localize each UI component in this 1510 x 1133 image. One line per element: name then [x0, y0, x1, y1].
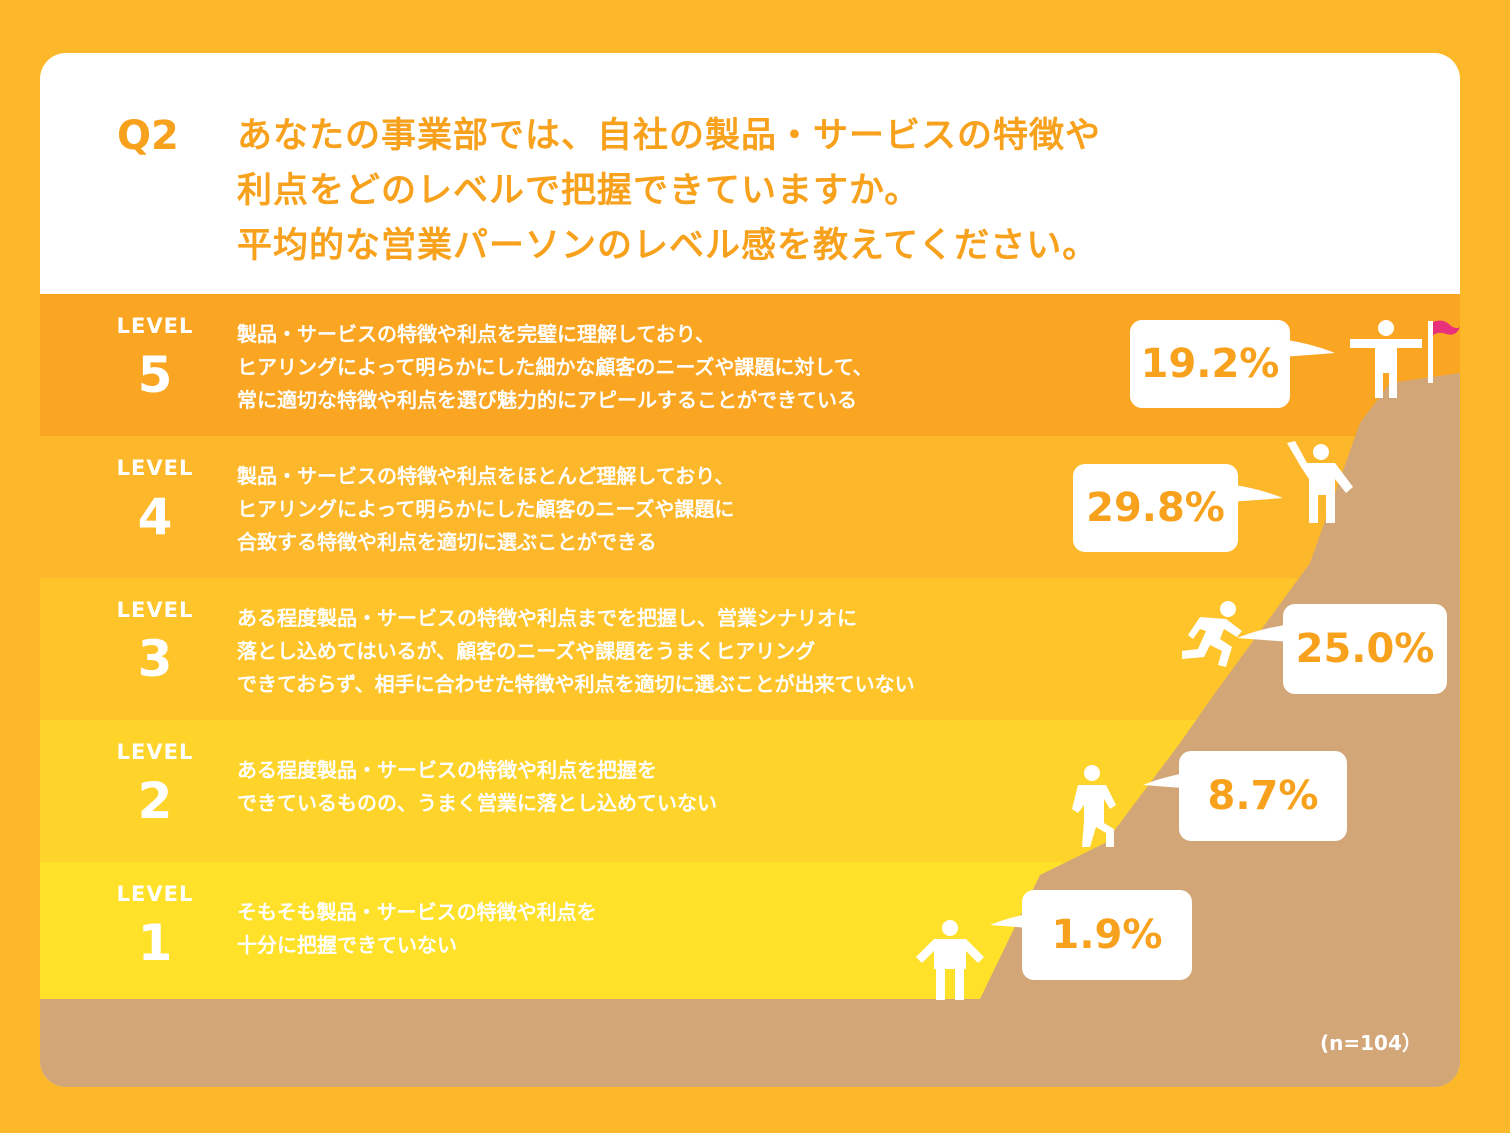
- level-label: LEVEL: [116, 456, 194, 480]
- question-text: あなたの事業部では、自社の製品・サービスの特徴や 利点をどのレベルで把握できてい…: [237, 109, 1101, 274]
- description-line: 製品・サービスの特徴や利点を完璧に理解しており、: [237, 322, 715, 346]
- description-line: 合致する特徴や利点を適切に選ぶことができる: [237, 530, 657, 554]
- description-line: そもそも製品・サービスの特徴や利点を: [237, 900, 597, 924]
- description-line: ある程度製品・サービスの特徴や利点を把握を: [237, 758, 657, 782]
- description-line: 落とし込めてはいるが、顧客のニーズや課題をうまくヒアリング: [237, 639, 816, 663]
- level-description: 製品・サービスの特徴や利点をほとんど理解しており、 ヒアリングによって明らかにし…: [237, 460, 734, 559]
- question-line: 利点をどのレベルで把握できていますか。: [237, 171, 921, 211]
- level-label: LEVEL: [116, 598, 194, 622]
- description-line: できておらず、相手に合わせた特徴や利点を適切に選ぶことが出来ていない: [237, 672, 915, 696]
- level-description: ある程度製品・サービスの特徴や利点までを把握し、営業シナリオに 落とし込めてはい…: [237, 602, 915, 701]
- level-number: 4: [137, 488, 173, 546]
- description-line: できているものの、うまく営業に落とし込めていない: [237, 791, 717, 815]
- person-running-icon: [1182, 601, 1242, 667]
- percent-value: 19.2%: [1140, 341, 1280, 387]
- ground: [40, 999, 1460, 1087]
- percent-callout-level-4: 29.8%: [1073, 464, 1238, 552]
- description-line: 十分に把握できていない: [237, 933, 457, 957]
- level-label: LEVEL: [116, 314, 194, 338]
- level-label: LEVEL: [116, 740, 194, 764]
- person-standing-icon: [916, 920, 984, 1000]
- percent-value: 8.7%: [1207, 773, 1319, 819]
- sample-size-note: (n=104）: [1320, 1031, 1422, 1055]
- percent-callout-level-5: 19.2%: [1130, 320, 1290, 408]
- infographic-card: Q2 あなたの事業部では、自社の製品・サービスの特徴や 利点をどのレベルで把握で…: [40, 53, 1460, 1087]
- question-header: Q2 あなたの事業部では、自社の製品・サービスの特徴や 利点をどのレベルで把握で…: [40, 53, 1460, 294]
- level-number: 5: [137, 346, 173, 404]
- question-number: Q2: [117, 113, 179, 159]
- percent-value: 25.0%: [1295, 626, 1435, 672]
- description-line: 常に適切な特徴や利点を選び魅力的にアピールすることができている: [237, 388, 857, 412]
- level-description: そもそも製品・サービスの特徴や利点を 十分に把握できていない: [237, 896, 597, 962]
- level-label: LEVEL: [116, 882, 194, 906]
- percent-callout-level-3: 25.0%: [1283, 604, 1447, 694]
- level-description: 製品・サービスの特徴や利点を完璧に理解しており、 ヒアリングによって明らかにした…: [237, 318, 873, 417]
- level-1-band: LEVEL 1 そもそも製品・サービスの特徴や利点を 十分に把握できていない: [40, 862, 1460, 999]
- description-line: ヒアリングによって明らかにした顧客のニーズや課題に: [237, 497, 735, 521]
- percent-callout-level-2: 8.7%: [1179, 751, 1347, 841]
- description-line: 製品・サービスの特徴や利点をほとんど理解しており、: [237, 464, 735, 488]
- question-line: 平均的な営業パーソンのレベル感を教えてください。: [237, 226, 1099, 266]
- description-line: ヒアリングによって明らかにした細かな顧客のニーズや課題に対して、: [237, 355, 873, 379]
- level-number: 3: [137, 630, 173, 688]
- person-climbing-icon: [1072, 765, 1116, 847]
- level-number: 1: [137, 914, 173, 972]
- percent-value: 1.9%: [1051, 912, 1163, 958]
- person-waving-icon: [1287, 441, 1353, 523]
- level-number: 2: [137, 772, 173, 830]
- person-with-flag-icon: [1350, 320, 1460, 398]
- callout-tail: [1228, 484, 1283, 502]
- level-description: ある程度製品・サービスの特徴や利点を把握を できているものの、うまく営業に落とし…: [237, 754, 717, 820]
- description-line: ある程度製品・サービスの特徴や利点までを把握し、営業シナリオに: [237, 606, 857, 630]
- question-line: あなたの事業部では、自社の製品・サービスの特徴や: [237, 116, 1102, 156]
- percent-value: 29.8%: [1086, 485, 1225, 531]
- callout-tail: [1280, 339, 1335, 357]
- percent-callout-level-1: 1.9%: [1022, 890, 1192, 980]
- callout-tail: [1237, 624, 1292, 642]
